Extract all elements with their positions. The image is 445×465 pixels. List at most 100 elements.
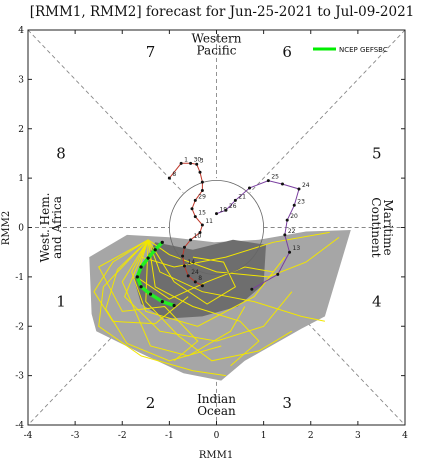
observed-point (195, 162, 199, 166)
ensemble-spread (89, 230, 351, 381)
phase-label: 4 (372, 293, 382, 311)
y-tick-label: 3 (18, 75, 24, 85)
phase-label: 7 (146, 43, 156, 61)
region-maritime-line1: Maritime (381, 199, 395, 255)
observed-point (182, 264, 186, 268)
observed-point (292, 203, 296, 207)
observed-point (186, 274, 190, 278)
x-axis-label: RMM1 (199, 450, 233, 461)
phase-label: 3 (282, 394, 292, 412)
phase-label: 1 (56, 293, 66, 311)
ncep-point (148, 292, 153, 296)
observed-day-label: 20 (290, 213, 298, 220)
observed-point (224, 208, 228, 212)
diagonal-guide (249, 29, 406, 193)
observed-point (200, 223, 204, 227)
observed-point (266, 179, 270, 183)
observed-day-label: 10 (194, 233, 202, 240)
ensemble-member-line (147, 239, 326, 322)
legend: NCEP GEFSBC (313, 46, 388, 54)
x-tick-label: 0 (214, 431, 220, 441)
observed-day-label: 8 (172, 171, 176, 178)
observed-point (215, 212, 218, 216)
observed-day-label: 19 (220, 207, 228, 214)
phase-label: 5 (372, 144, 382, 162)
y-tick-label: 0 (18, 224, 24, 234)
ensemble-member-line (147, 236, 340, 278)
ensemble-member-line (121, 239, 246, 357)
phase-label: 8 (56, 144, 66, 162)
observed-day-label: 15 (198, 210, 206, 217)
ensemble-member-line (124, 239, 293, 342)
observed-day-label: 11 (205, 218, 213, 225)
observed-point (297, 187, 301, 191)
ensemble-member-line (98, 239, 226, 377)
observed-day-label: 14 (187, 259, 195, 266)
observed-point (200, 284, 204, 288)
y-tick-label: -2 (15, 322, 24, 332)
region-west-hem-line2: and Africa (50, 196, 64, 259)
observed-day-label: 29 (198, 193, 206, 200)
observed-point (181, 254, 185, 258)
observed-day-label: 1 (184, 156, 188, 163)
observed-day-label: 22 (288, 228, 296, 235)
x-tick-label: 1 (261, 431, 267, 441)
ncep-point (153, 248, 157, 252)
ncep-point (160, 299, 164, 304)
x-tick-label: 4 (402, 431, 408, 441)
observed-point (190, 207, 194, 211)
observed-day-label: 30 (194, 156, 202, 163)
observed-day-label: 24 (302, 182, 310, 189)
observed-point (193, 280, 197, 284)
y-tick-label: -1 (15, 273, 24, 283)
observed-point (233, 198, 237, 202)
y-tick-label: 2 (18, 125, 24, 135)
observed-point (283, 233, 287, 237)
observed-point (167, 176, 171, 180)
legend-label: NCEP GEFSBC (339, 46, 388, 54)
y-axis-label: RMM2 (1, 211, 12, 245)
x-axis-ticks: -4 -3 -2 -1 0 1 2 3 4 (24, 30, 408, 441)
observed-point (189, 238, 193, 242)
observed-day-label: 23 (297, 198, 305, 205)
y-tick-label: -3 (15, 372, 24, 382)
observed-point (288, 250, 292, 254)
observed-point (250, 287, 254, 291)
region-maritime-line2: Continent (369, 197, 383, 257)
observed-day-label: 13 (293, 245, 301, 252)
ncep-point (160, 240, 164, 244)
observed-day-label: 21 (238, 193, 246, 200)
ensemble-member-line (147, 239, 260, 367)
observed-day-label: 25 (271, 174, 279, 181)
observed-point (189, 161, 193, 165)
y-tick-label: 4 (18, 26, 24, 36)
ensemble-members (93, 231, 340, 377)
observed-day-label: 26 (229, 203, 237, 210)
ensemble-member-line (93, 239, 189, 325)
observed-point (276, 272, 280, 276)
observed-point (198, 170, 202, 174)
observed-day-label: 8 (198, 275, 202, 282)
unit-circle (168, 179, 264, 275)
region-indian-ocean-line1: Indian (197, 392, 236, 406)
y-tick-label: -4 (15, 421, 24, 431)
ensemble-member-line (131, 239, 286, 327)
region-western-pacific-line2: Pacific (197, 43, 237, 57)
region-western-pacific-line1: Western (191, 31, 241, 45)
ncep-gefsbc-forecast (135, 240, 176, 308)
x-tick-label: 3 (355, 431, 361, 441)
region-indian-ocean-line2: Ocean (197, 404, 236, 418)
ncep-point (135, 275, 139, 279)
observed-point (182, 245, 186, 249)
chart-title: [RMM1, RMM2] forecast for Jun-25-2021 to… (30, 4, 415, 20)
x-tick-label: -1 (165, 431, 174, 441)
ncep-point (139, 265, 143, 269)
observed-point (193, 198, 197, 202)
ensemble-member-line (147, 239, 237, 305)
